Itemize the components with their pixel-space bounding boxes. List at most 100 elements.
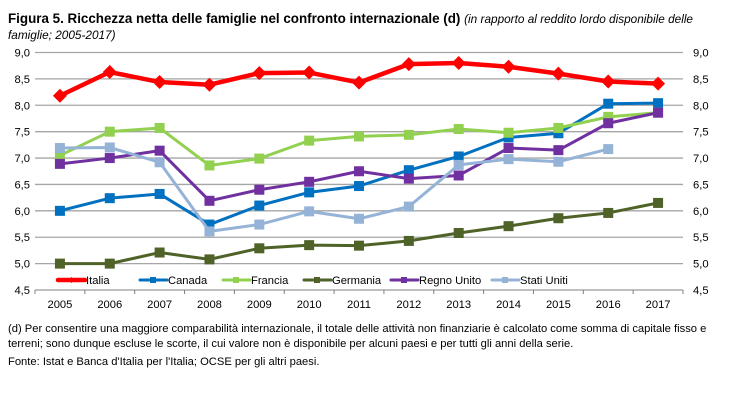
legend-label: Regno Unito — [419, 275, 481, 287]
series-germania — [54, 197, 664, 269]
x-tick-label: 2012 — [396, 299, 421, 310]
series-line — [59, 201, 659, 266]
data-point-square — [304, 187, 315, 198]
y-tick-label-right: 8,0 — [693, 100, 709, 112]
legend-marker — [502, 277, 508, 283]
data-point-diamond — [551, 66, 566, 81]
legend-marker — [150, 277, 156, 283]
x-tick-label: 2017 — [646, 299, 671, 310]
x-tick-label: 2006 — [97, 299, 122, 310]
data-point-square — [254, 219, 265, 230]
y-tick-label-left: 5,5 — [14, 232, 30, 244]
data-point-diamond — [252, 66, 267, 81]
data-point-square — [354, 213, 364, 224]
legend-label: Germania — [332, 275, 382, 287]
y-tick-label-right: 4,5 — [693, 285, 709, 297]
data-point-square — [453, 159, 464, 170]
data-point-diamond — [352, 75, 366, 90]
data-point-square — [354, 131, 364, 142]
legend-item-canada: Canada — [138, 275, 208, 287]
x-tick-label: 2011 — [347, 299, 371, 310]
y-tick-label-right: 7,5 — [693, 127, 709, 139]
data-point-square — [653, 98, 664, 109]
data-point-square — [204, 195, 215, 206]
data-point-square — [553, 213, 564, 224]
data-point-diamond — [152, 75, 167, 90]
data-point-square — [54, 158, 65, 169]
data-point-diamond — [601, 74, 616, 89]
data-point-square — [603, 118, 614, 129]
data-point-diamond — [102, 65, 117, 80]
data-point-square — [54, 205, 65, 216]
data-point-diamond — [202, 77, 217, 92]
y-tick-label-left: 9,0 — [14, 48, 30, 60]
x-tick-label: 2013 — [446, 299, 471, 310]
x-tick-label: 2014 — [496, 299, 521, 310]
data-point-square — [653, 107, 664, 118]
figure-title: Figura 5. Ricchezza netta delle famiglie… — [8, 11, 728, 43]
data-point-square — [104, 193, 115, 204]
data-point-diamond — [302, 65, 317, 80]
data-point-diamond — [501, 59, 516, 74]
data-point-square — [204, 160, 215, 171]
y-tick-label-right: 6,5 — [693, 179, 709, 191]
y-axis-right: 4,5 5,0 5,5 6,0 6,5 7,0 7,5 8,0 8,5 9,0 — [693, 48, 709, 298]
legend-item-regno-unito: Regno Unito — [389, 275, 481, 287]
data-point-square — [354, 240, 364, 251]
data-point-square — [603, 98, 614, 109]
x-tick-label: 2009 — [247, 299, 272, 310]
data-point-square — [403, 165, 414, 176]
data-point-square — [54, 143, 65, 154]
data-point-square — [354, 181, 364, 192]
series-line — [59, 101, 659, 227]
y-tick-label-left: 7,0 — [14, 153, 30, 165]
legend-marker — [233, 277, 239, 283]
legend-item-stati-uniti: Stati Uniti — [490, 275, 568, 287]
x-tick-label: 2016 — [596, 299, 621, 310]
y-tick-label-right: 9,0 — [693, 48, 709, 60]
y-tick-label-right: 5,0 — [693, 259, 709, 271]
data-point-square — [453, 228, 464, 238]
data-point-diamond — [52, 88, 67, 103]
legend: Italia Canada Francia Germania Regno Unito St… — [55, 275, 568, 287]
legend-marker — [314, 277, 320, 283]
x-tick-label: 2015 — [546, 299, 571, 310]
legend-label: Canada — [168, 275, 208, 287]
figure-subtitle: (in rapporto al reddito lordo disponibil… — [8, 12, 693, 42]
legend-item-germania: Germania — [302, 275, 382, 287]
legend-item-italia: Italia — [55, 275, 110, 287]
legend-marker — [401, 277, 407, 283]
x-tick-label: 2005 — [47, 299, 72, 310]
data-point-diamond — [451, 56, 466, 71]
source-note: Fonte: Istat e Banca d'Italia per l'Ital… — [8, 356, 320, 368]
y-tick-label-left: 8,0 — [14, 100, 30, 112]
data-point-square — [254, 200, 265, 211]
data-point-square — [104, 258, 115, 269]
data-point-square — [104, 142, 115, 153]
data-point-square — [54, 258, 65, 269]
data-point-square — [154, 247, 165, 258]
data-point-square — [503, 221, 514, 232]
data-point-square — [503, 154, 514, 165]
y-tick-label-right: 5,5 — [693, 232, 709, 244]
y-tick-label-left: 8,5 — [14, 74, 30, 86]
legend-label: Francia — [251, 275, 289, 287]
data-point-square — [453, 151, 464, 162]
data-point-square — [603, 207, 614, 218]
data-point-diamond — [401, 57, 416, 72]
x-axis: 2005 2006 2007 2008 2009 2010 2011 2012 2013 2014… — [34, 289, 684, 310]
data-point-square — [104, 153, 115, 164]
y-tick-label-left: 7,5 — [14, 127, 30, 139]
data-point-square — [354, 166, 364, 177]
y-tick-label-left: 6,5 — [14, 179, 30, 191]
data-point-square — [304, 240, 315, 251]
data-point-square — [204, 254, 215, 265]
x-tick-label: 2007 — [147, 299, 172, 310]
y-axis-left: 4,5 5,0 5,5 6,0 6,5 7,0 7,5 8,0 8,5 9,0 — [14, 48, 30, 298]
x-tick-label: 2010 — [297, 299, 322, 310]
data-point-square — [403, 201, 414, 212]
figure-title-main: Figura 5. Ricchezza netta delle famiglie… — [8, 11, 461, 26]
data-point-square — [204, 226, 215, 237]
data-point-square — [603, 144, 614, 155]
legend-label: Italia — [86, 275, 110, 287]
